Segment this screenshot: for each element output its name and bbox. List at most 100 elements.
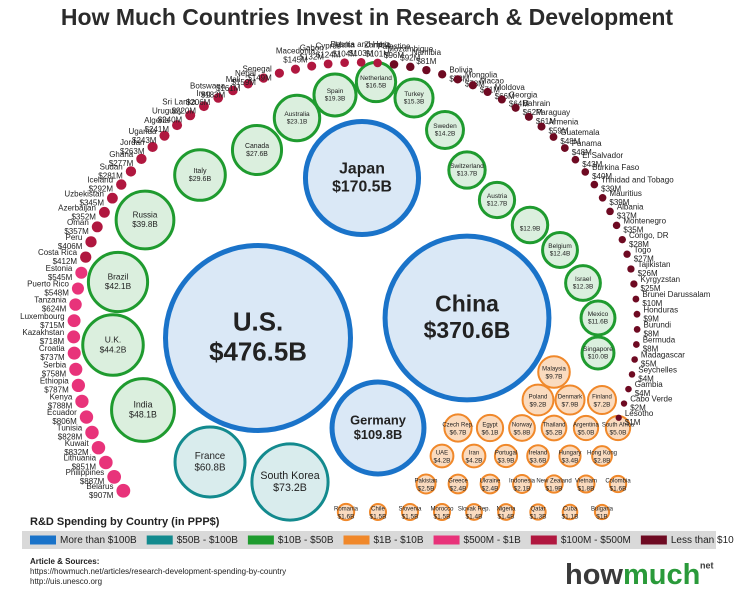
dot-label: Ecuador <box>47 408 77 417</box>
bubble-label: Italy <box>194 167 207 175</box>
dot-label: Senegal <box>242 64 272 73</box>
dot-label: Philippines <box>66 468 105 477</box>
value-label: $124M <box>316 51 341 60</box>
dot <box>323 59 333 69</box>
dot-label: Uganda <box>128 127 157 136</box>
bubble <box>312 72 358 118</box>
bubble <box>564 264 602 302</box>
value-label: $37M <box>617 212 637 221</box>
dot-label: Nepal <box>235 69 256 78</box>
value-label: $1.1B <box>562 514 579 521</box>
dot <box>497 95 506 104</box>
value-label: $59M <box>549 127 569 136</box>
dot-label: Puerto Rico <box>27 280 69 289</box>
legend-title: R&D Spending by Country (in PPP$) <box>30 516 220 528</box>
dot <box>136 153 147 165</box>
dot-label: Mongolia <box>465 70 498 79</box>
bubble-label: South Korea <box>260 470 319 482</box>
value-label: $43M <box>582 160 602 169</box>
value-label: $35M <box>623 225 643 234</box>
value-label: $15.3B <box>404 99 425 106</box>
value-label: $12.7B <box>487 201 508 208</box>
bubble-label: Sweden <box>433 123 457 130</box>
value-label: $44.2B <box>100 344 127 354</box>
dot <box>356 58 366 67</box>
value-label: $1.5B <box>370 514 387 521</box>
bubble <box>475 413 505 443</box>
dot-label: Ghana <box>109 150 134 159</box>
bubble-label: Nigeria <box>496 507 516 513</box>
bubble-label: France <box>195 451 225 462</box>
value-label: $39.8B <box>132 220 158 229</box>
bubble-label: U.K. <box>105 335 121 345</box>
dot <box>147 141 158 153</box>
dot <box>406 62 415 72</box>
bubble-label: Thailand <box>542 423 565 429</box>
value-label: $292M <box>89 185 114 194</box>
dot <box>98 206 110 218</box>
value-label: $8M <box>643 345 659 354</box>
value-label: $352M <box>71 212 96 221</box>
value-label: $240M <box>158 115 183 124</box>
bubble <box>425 110 465 150</box>
value-label: $243M <box>132 136 157 145</box>
dot <box>340 58 349 67</box>
bubble-label: U.S. <box>233 309 283 337</box>
value-label: $4.2B <box>466 458 483 465</box>
bubble-label: Japan <box>339 160 385 177</box>
bubble <box>540 414 568 442</box>
value-label: $2.8B <box>594 458 611 465</box>
bubble <box>173 148 227 202</box>
value-label: $907M <box>89 491 114 500</box>
value-label: $40M <box>592 172 612 181</box>
legend-swatch <box>247 535 274 545</box>
dot-label: Namibia <box>412 48 442 57</box>
bubble-label: Canada <box>245 143 269 150</box>
value-label: $3.6B <box>530 458 547 465</box>
value-label: $11.6B <box>588 319 608 326</box>
value-label: $851M <box>72 463 97 472</box>
value-label: $476.5B <box>209 338 307 366</box>
value-label: $64M <box>509 100 529 109</box>
sources-heading: Article & Sources: <box>30 557 99 566</box>
legend-label: $1B - $10B <box>374 535 424 546</box>
bubble <box>544 474 564 494</box>
dot <box>228 85 238 96</box>
bubble-label: Mexico <box>588 311 609 318</box>
bubble <box>529 503 547 521</box>
dot <box>243 79 253 89</box>
dot-label: Mozambique <box>387 45 433 54</box>
bubble <box>591 445 613 467</box>
dot <box>274 68 284 78</box>
bubble-label: Austria <box>487 193 508 200</box>
dot <box>91 221 103 233</box>
value-label: $1.8B <box>578 486 595 493</box>
legend-swatch <box>530 535 557 545</box>
dot-label: Algeria <box>144 116 169 125</box>
dot-label: Macedonia <box>276 47 316 56</box>
value-label: $715M <box>40 321 65 330</box>
dot <box>618 235 626 244</box>
bubble <box>576 474 596 494</box>
dot-label: Jordan <box>120 138 144 147</box>
bubble <box>447 473 469 495</box>
value-label: $170.5B <box>332 179 392 196</box>
bubble <box>447 150 487 190</box>
bubble-label: Hungary <box>559 451 582 457</box>
dot <box>91 440 106 455</box>
bubble <box>443 413 473 443</box>
bubble <box>572 414 600 442</box>
value-label: $61M <box>536 117 556 126</box>
bubble <box>593 503 611 521</box>
dot <box>620 400 628 407</box>
bubble <box>272 93 322 143</box>
value-label: $1.5B <box>402 514 419 521</box>
dot <box>172 120 183 131</box>
bubble <box>558 444 582 468</box>
bubble <box>561 503 579 521</box>
value-label: $6.1B <box>482 430 499 437</box>
bubble-label: Turkey <box>404 91 424 98</box>
value-label: $81M <box>416 57 436 66</box>
bubble-label: Germany <box>350 412 407 427</box>
bubble <box>461 443 487 469</box>
